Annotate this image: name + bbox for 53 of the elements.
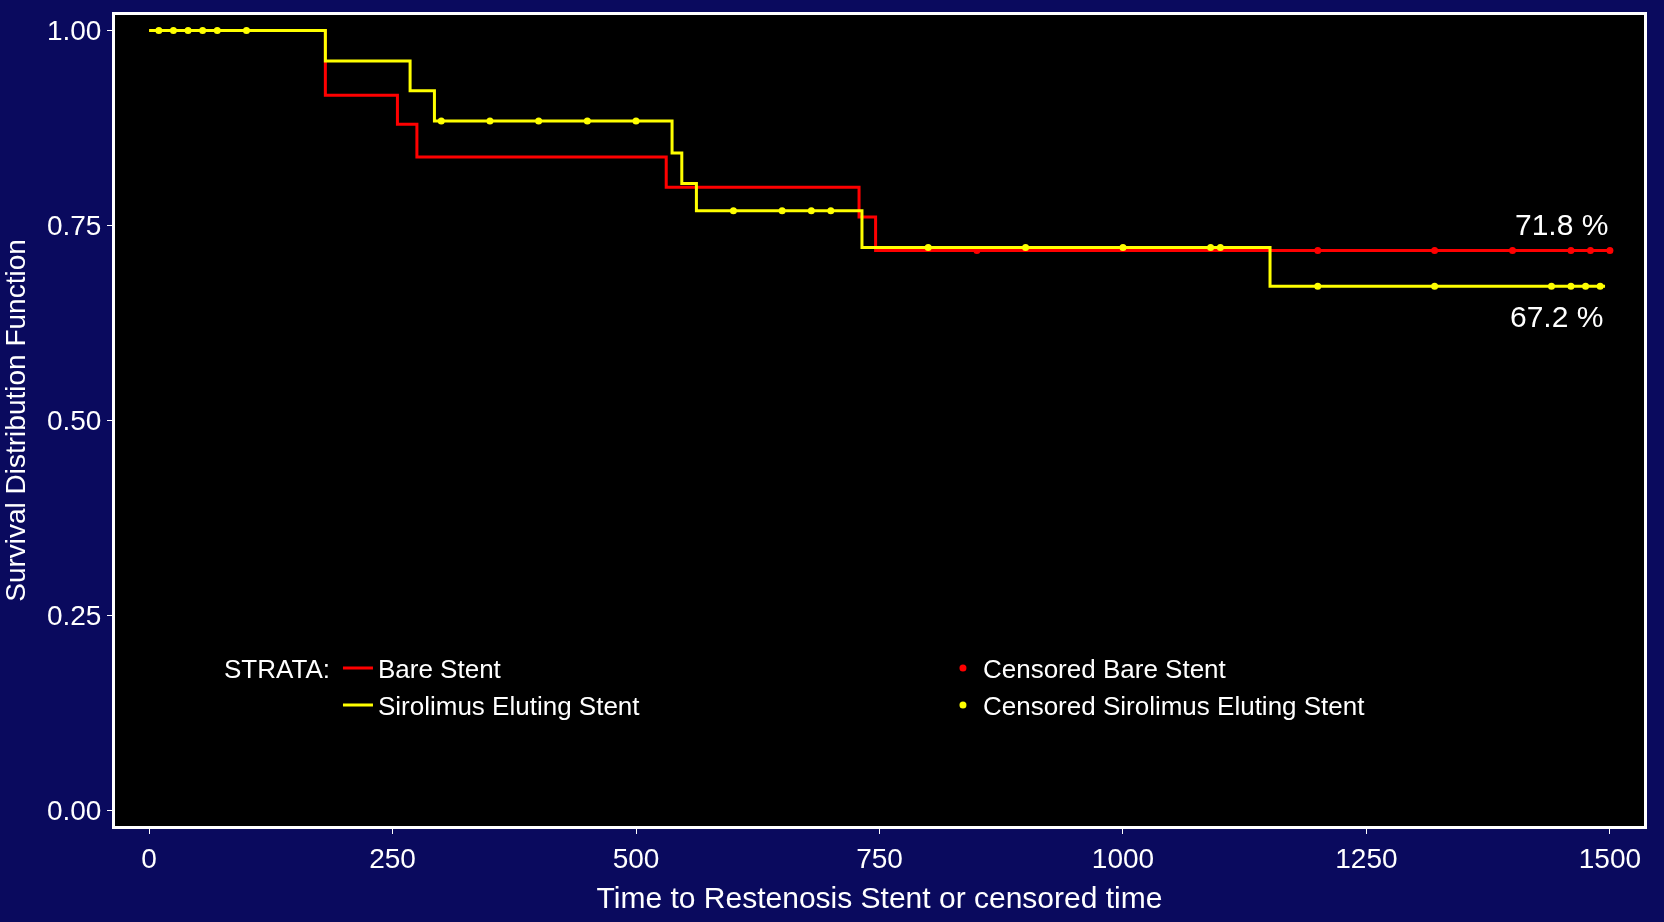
point [1216, 243, 1224, 251]
x-tick-label: 250 [369, 842, 416, 874]
annotation: 71.8 % [1515, 208, 1609, 241]
x-tick-label: 1250 [1335, 842, 1398, 874]
point [827, 207, 835, 215]
point [213, 27, 221, 35]
point [924, 243, 932, 251]
point [199, 27, 207, 35]
point [535, 117, 543, 125]
legend-label: Sirolimus Eluting Stent [377, 691, 641, 722]
point [729, 207, 737, 215]
point [632, 117, 640, 125]
y-tick-label: 0.25 [46, 600, 102, 632]
legend-label: Bare Stent [377, 654, 502, 685]
point [1509, 247, 1517, 254]
point [583, 117, 591, 125]
x-tick-label: 1000 [1091, 842, 1155, 874]
y-tick-label: 1.00 [46, 15, 102, 47]
legend-label: Censored Sirolimus Eluting Stent [982, 691, 1366, 722]
legend-title: STRATA: [224, 654, 330, 685]
point [155, 27, 163, 35]
x-tick-label: 500 [612, 842, 660, 874]
point [778, 207, 786, 215]
point [486, 117, 494, 125]
point [1547, 282, 1555, 290]
point [184, 27, 192, 35]
point [242, 27, 250, 35]
y-axis-title: Survival Distribution Function [0, 239, 31, 602]
point [437, 117, 445, 125]
x-tick-label: 750 [856, 842, 903, 874]
point [1586, 247, 1594, 254]
y-tick-label: 0.75 [46, 210, 102, 242]
point [1567, 247, 1575, 254]
x-tick-label: 1500 [1578, 842, 1642, 874]
point [1022, 243, 1030, 251]
point [807, 207, 815, 215]
point [1314, 247, 1322, 254]
point [1431, 282, 1439, 290]
point [1567, 282, 1575, 290]
point [1207, 243, 1215, 251]
point [169, 27, 177, 35]
y-tick-label: 0.50 [46, 405, 102, 437]
point [1606, 247, 1614, 254]
annotation: 67.2 % [1510, 300, 1604, 333]
x-tick-label: 0 [141, 842, 157, 874]
point [1582, 282, 1590, 290]
point [1596, 282, 1604, 290]
point [1314, 282, 1322, 290]
x-axis-title: Time to Restenosis Stent or censored time [596, 881, 1163, 915]
y-tick-label: 0.00 [46, 795, 102, 827]
point [1119, 243, 1127, 251]
point [1431, 247, 1439, 254]
legend-label: Censored Bare Stent [982, 654, 1227, 685]
